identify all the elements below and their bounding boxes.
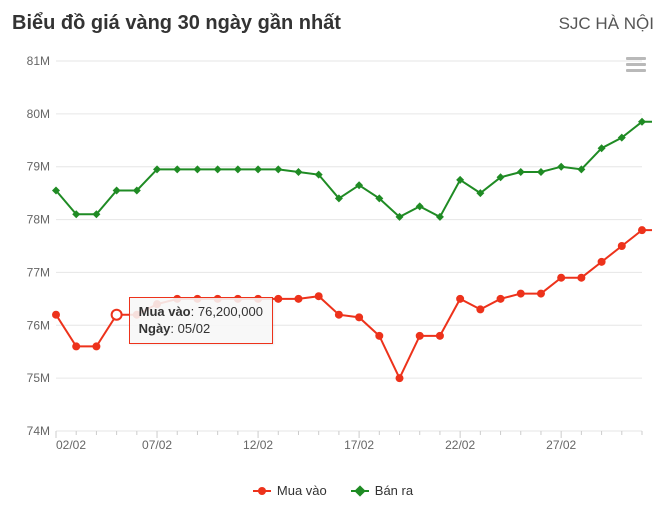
chart-subtitle: SJC HÀ NỘI (559, 14, 654, 34)
svg-text:27/02: 27/02 (546, 438, 576, 452)
svg-text:02/02: 02/02 (56, 438, 86, 452)
svg-text:76M: 76M (27, 318, 50, 332)
svg-text:17/02: 17/02 (344, 438, 374, 452)
legend-item-mua-vao[interactable]: Mua vào (253, 483, 327, 498)
header: Biểu đồ giá vàng 30 ngày gần nhất SJC HÀ… (12, 12, 654, 35)
chart-container: 74M 75M 76M 77M 78M 79M 80M 81M 02/02 07/02 12/02 1… (12, 51, 652, 471)
svg-text:79M: 79M (27, 160, 50, 174)
legend: Mua vào Bán ra (12, 483, 654, 498)
svg-text:80M: 80M (27, 107, 50, 121)
chart-menu-button[interactable] (626, 57, 646, 73)
legend-label: Mua vào (277, 483, 327, 498)
legend-label: Bán ra (375, 483, 413, 498)
line-chart: 74M 75M 76M 77M 78M 79M 80M 81M 02/02 07/02 12/02 1… (12, 51, 652, 471)
svg-text:07/02: 07/02 (142, 438, 172, 452)
chart-title: Biểu đồ giá vàng 30 ngày gần nhất (12, 12, 341, 35)
legend-item-ban-ra[interactable]: Bán ra (351, 483, 413, 498)
svg-text:81M: 81M (27, 54, 50, 68)
svg-text:12/02: 12/02 (243, 438, 273, 452)
legend-marker-mua-vao (253, 490, 271, 492)
menu-icon (626, 57, 646, 73)
svg-text:75M: 75M (27, 371, 50, 385)
svg-text:77M: 77M (27, 265, 50, 279)
legend-marker-ban-ra (351, 490, 369, 492)
svg-text:22/02: 22/02 (445, 438, 475, 452)
svg-text:78M: 78M (27, 213, 50, 227)
svg-text:74M: 74M (27, 424, 50, 438)
